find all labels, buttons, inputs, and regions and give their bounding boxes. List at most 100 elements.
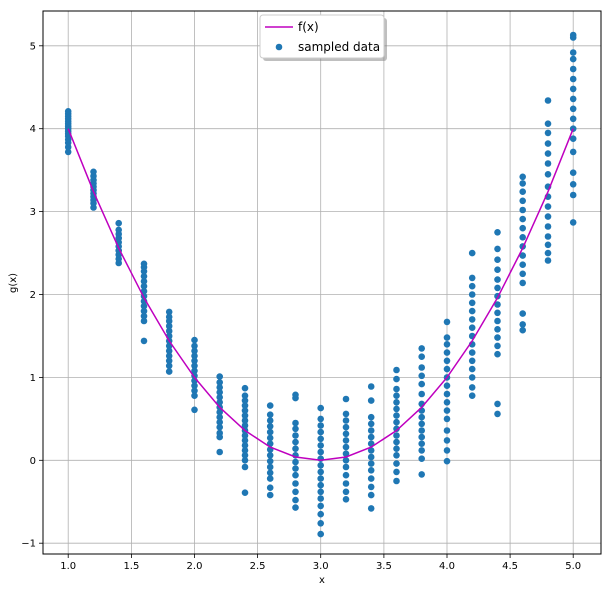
scatter-point bbox=[241, 412, 249, 419]
scatter-point bbox=[266, 434, 274, 442]
scatter-point bbox=[494, 266, 501, 274]
scatter-point bbox=[443, 447, 451, 454]
scatter-point bbox=[393, 399, 400, 406]
scatter-point bbox=[519, 173, 526, 181]
scatter-point bbox=[216, 418, 223, 426]
scatter-point bbox=[418, 390, 426, 398]
scatter-point bbox=[519, 252, 526, 259]
scatter-point bbox=[393, 477, 400, 485]
scatter-point bbox=[569, 169, 577, 176]
scatter-point bbox=[468, 349, 476, 356]
scatter-point bbox=[317, 502, 325, 510]
scatter-point bbox=[544, 257, 552, 264]
scatter-point bbox=[494, 400, 501, 408]
scatter-point bbox=[418, 413, 426, 421]
scatter-point bbox=[292, 391, 299, 399]
scatter-point bbox=[468, 392, 476, 400]
legend-marker-swatch bbox=[275, 43, 283, 51]
scatter-point bbox=[468, 307, 476, 315]
scatter-point bbox=[165, 352, 173, 360]
x-tick-label: 1.5 bbox=[123, 561, 139, 572]
scatter-point bbox=[342, 450, 350, 458]
scatter-point bbox=[216, 384, 223, 391]
x-tick-label: 3.0 bbox=[313, 561, 329, 572]
scatter-point bbox=[140, 282, 148, 290]
scatter-point bbox=[241, 452, 249, 459]
scatter-point bbox=[140, 307, 148, 315]
scatter-point bbox=[367, 453, 375, 461]
x-tick-label: 2.5 bbox=[250, 561, 266, 572]
scatter-point bbox=[317, 520, 325, 527]
scatter-point bbox=[266, 457, 274, 465]
scatter-point bbox=[494, 317, 501, 325]
x-tick-label: 4.5 bbox=[502, 561, 518, 572]
scatter-point bbox=[367, 491, 375, 499]
scatter-point bbox=[443, 365, 451, 373]
scatter-point bbox=[292, 480, 299, 487]
scatter-point bbox=[140, 317, 148, 325]
scatter-point bbox=[468, 357, 476, 365]
scatter-point bbox=[216, 413, 223, 421]
scatter-point bbox=[292, 432, 299, 439]
scatter-point bbox=[418, 427, 426, 434]
scatter-point bbox=[443, 349, 451, 356]
scatter-point bbox=[393, 445, 400, 453]
scatter-point bbox=[342, 417, 350, 424]
scatter-point bbox=[342, 430, 350, 438]
scatter-point bbox=[191, 336, 198, 344]
scatter-point bbox=[317, 428, 325, 436]
scatter-point bbox=[342, 443, 350, 451]
scatter-point bbox=[342, 437, 350, 444]
scatter-point bbox=[292, 458, 299, 466]
scatter-point bbox=[569, 148, 577, 156]
scatter-point bbox=[367, 397, 375, 404]
scatter-point bbox=[317, 422, 325, 429]
x-tick-label: 4.0 bbox=[439, 561, 455, 572]
scatter-point bbox=[468, 384, 476, 391]
scatter-point bbox=[494, 309, 501, 317]
scatter-point bbox=[569, 65, 577, 73]
scatter-point bbox=[216, 423, 223, 431]
scatter-point bbox=[165, 357, 173, 365]
y-axis-ticks: −1 0 1 2 3 4 5 bbox=[21, 41, 43, 550]
scatter-point bbox=[241, 384, 249, 392]
scatter-point bbox=[569, 191, 577, 199]
scatter-point bbox=[241, 463, 249, 471]
scatter-point bbox=[140, 337, 148, 345]
y-tick-label: 0 bbox=[30, 456, 36, 467]
scatter-point bbox=[569, 55, 577, 63]
scatter-point bbox=[165, 308, 173, 316]
scatter-point bbox=[418, 380, 426, 388]
scatter-point bbox=[342, 423, 350, 431]
scatter-point bbox=[342, 488, 350, 496]
scatter-point bbox=[241, 402, 249, 409]
scatter-point bbox=[443, 427, 451, 434]
scatter-point bbox=[140, 287, 148, 295]
fx-line bbox=[67, 128, 574, 462]
scatter-point bbox=[191, 367, 198, 375]
scatter-point bbox=[317, 442, 325, 449]
scatter-point bbox=[468, 374, 476, 381]
scatter-point bbox=[292, 419, 299, 427]
scatter-point bbox=[519, 188, 526, 195]
scatter-point bbox=[317, 488, 325, 496]
scatter-point bbox=[216, 399, 223, 406]
y-tick-label: 4 bbox=[30, 124, 36, 135]
scatter-point bbox=[443, 407, 451, 414]
scatter-point bbox=[140, 273, 148, 280]
scatter-point bbox=[569, 85, 577, 93]
scatter-point bbox=[367, 427, 375, 434]
scatter-point bbox=[191, 347, 198, 355]
x-tick-label: 1.0 bbox=[60, 561, 76, 572]
scatter-points-layer bbox=[64, 31, 577, 538]
scatter-point bbox=[443, 390, 451, 398]
scatter-point bbox=[494, 276, 501, 283]
scatter-point bbox=[443, 415, 451, 423]
scatter-point bbox=[165, 368, 173, 375]
scatter-point bbox=[292, 488, 299, 496]
scatter-point bbox=[64, 148, 72, 156]
x-axis-ticks: 1.0 1.5 2.0 2.5 3.0 3.5 4.0 4.5 5.0 bbox=[60, 554, 581, 572]
scatter-point bbox=[569, 95, 577, 103]
scatter-point bbox=[393, 366, 400, 374]
